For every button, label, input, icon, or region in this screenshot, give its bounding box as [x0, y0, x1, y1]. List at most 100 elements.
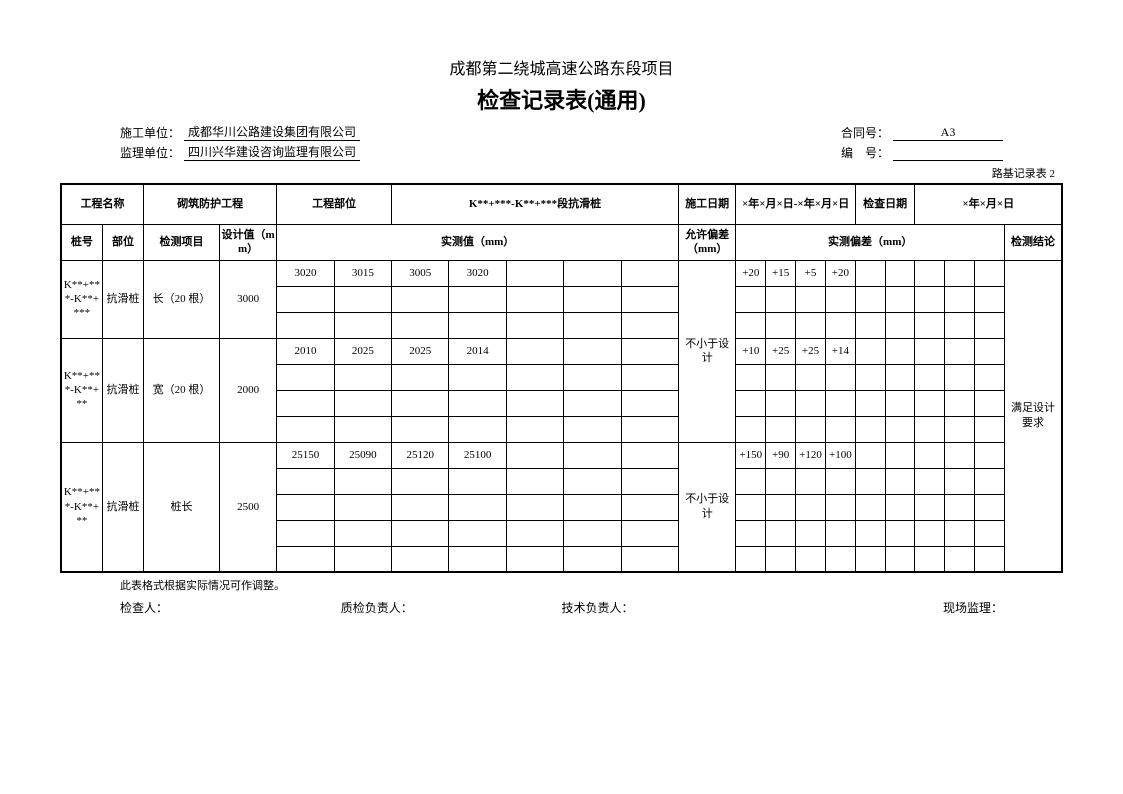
measured-cell [621, 260, 678, 286]
measured-cell: 3020 [449, 260, 506, 286]
deviation-cell [885, 312, 915, 338]
deviation-cell [796, 312, 826, 338]
measured-cell [334, 520, 391, 546]
deviation-cell [825, 312, 855, 338]
hdr-project-part: K**+***-K**+***段抗滑桩 [392, 184, 679, 224]
measured-cell [334, 312, 391, 338]
deviation-cell [855, 442, 885, 468]
deviation-cell [975, 260, 1005, 286]
measured-cell [449, 468, 506, 494]
measured-cell: 2010 [277, 338, 334, 364]
measured-cell [449, 546, 506, 572]
measured-cell [277, 546, 334, 572]
pile-no: K**+***-K**+** [61, 442, 102, 572]
measured-cell: 3005 [392, 260, 449, 286]
deviation-cell: +10 [736, 338, 766, 364]
hdr-inspect-date: ×年×月×日 [915, 184, 1062, 224]
measured-cell [506, 494, 563, 520]
deviation-cell [796, 520, 826, 546]
deviation-cell [945, 260, 975, 286]
measured-cell [621, 312, 678, 338]
deviation-cell [945, 416, 975, 442]
contract-no-label: 合同号： [841, 124, 889, 141]
deviation-cell: +15 [766, 260, 796, 286]
deviation-cell [885, 546, 915, 572]
design-value: 2500 [219, 442, 276, 572]
measured-cell [277, 494, 334, 520]
measured-cell [506, 312, 563, 338]
deviation-cell [796, 416, 826, 442]
measured-cell [621, 364, 678, 390]
deviation-cell [736, 390, 766, 416]
measured-cell [506, 286, 563, 312]
deviation-cell [825, 364, 855, 390]
hdr-deviation: 实测偏差（mm） [736, 224, 1005, 260]
measured-cell: 25150 [277, 442, 334, 468]
measured-cell [564, 260, 621, 286]
deviation-cell [975, 520, 1005, 546]
deviation-cell [885, 260, 915, 286]
deviation-cell [915, 260, 945, 286]
measured-cell [277, 286, 334, 312]
deviation-cell [915, 416, 945, 442]
deviation-cell [975, 416, 1005, 442]
deviation-cell [975, 390, 1005, 416]
measured-cell [564, 390, 621, 416]
measured-cell [621, 338, 678, 364]
measured-cell [392, 312, 449, 338]
deviation-cell [945, 286, 975, 312]
form-code-note: 路基记录表 2 [60, 165, 1055, 181]
deviation-cell [945, 312, 975, 338]
hdr-pile-no: 桩号 [61, 224, 102, 260]
hdr-project-name-label: 工程名称 [61, 184, 144, 224]
deviation-cell [885, 520, 915, 546]
deviation-cell [736, 364, 766, 390]
measured-cell [564, 520, 621, 546]
measured-cell: 2025 [334, 338, 391, 364]
deviation-cell [736, 286, 766, 312]
deviation-cell [855, 260, 885, 286]
deviation-cell [915, 468, 945, 494]
deviation-cell [796, 286, 826, 312]
deviation-cell [915, 390, 945, 416]
measured-cell [334, 546, 391, 572]
measured-cell [392, 468, 449, 494]
measured-cell [449, 494, 506, 520]
deviation-cell: +14 [825, 338, 855, 364]
hdr-position: 部位 [102, 224, 143, 260]
deviation-cell [825, 520, 855, 546]
deviation-cell [855, 468, 885, 494]
design-value: 2000 [219, 338, 276, 442]
deviation-cell: +150 [736, 442, 766, 468]
deviation-cell [915, 494, 945, 520]
measured-cell [334, 364, 391, 390]
deviation-cell [885, 494, 915, 520]
measured-cell [564, 312, 621, 338]
measured-cell [449, 390, 506, 416]
contract-no-value: A3 [893, 125, 1003, 141]
measured-cell [334, 416, 391, 442]
deviation-cell [945, 494, 975, 520]
measured-cell: 25100 [449, 442, 506, 468]
deviation-cell [915, 286, 945, 312]
deviation-cell: +90 [766, 442, 796, 468]
measured-cell [621, 390, 678, 416]
measured-cell [449, 416, 506, 442]
measured-cell [564, 468, 621, 494]
measured-cell [564, 546, 621, 572]
deviation-cell [915, 442, 945, 468]
measured-cell [564, 494, 621, 520]
position: 抗滑桩 [102, 442, 143, 572]
deviation-cell [975, 494, 1005, 520]
test-item: 长（20 根） [144, 260, 220, 338]
pile-no: K**+***-K**+** [61, 338, 102, 442]
measured-cell: 2025 [392, 338, 449, 364]
deviation-cell [855, 546, 885, 572]
hdr-measured: 实测值（mm） [277, 224, 679, 260]
test-item: 宽（20 根） [144, 338, 220, 442]
serial-no-label: 编 号： [841, 144, 889, 161]
deviation-cell [825, 286, 855, 312]
deviation-cell [945, 364, 975, 390]
deviation-cell [885, 442, 915, 468]
deviation-cell [945, 338, 975, 364]
